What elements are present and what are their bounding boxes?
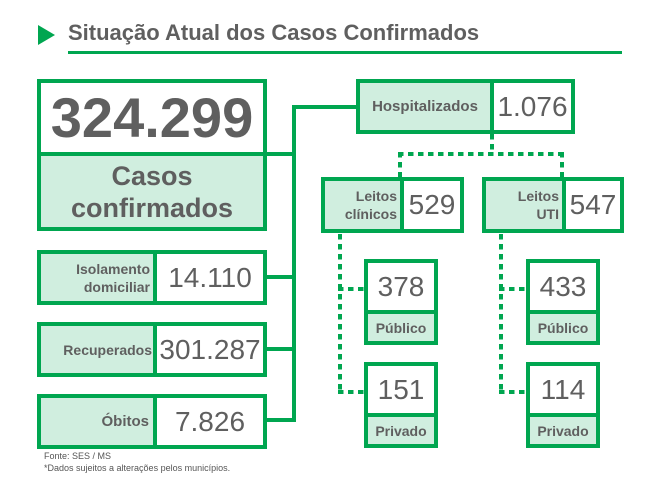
confirmed-label: Casos confirmados (41, 156, 263, 227)
dotted-connector (398, 152, 402, 178)
clinical-beds-label-line1: Leitos (355, 188, 397, 204)
clinical-public-label: Público (368, 314, 434, 341)
clinical-private-card: 151 Privado (364, 362, 438, 448)
dotted-connector (338, 287, 365, 291)
connector-deaths (265, 418, 296, 422)
connector-confirmed (265, 152, 296, 156)
recovered-label: Recuperados (41, 326, 157, 373)
connector-isolation (265, 275, 296, 279)
connector-recovered (265, 347, 296, 351)
icu-beds-label: Leitos UTI (486, 181, 566, 229)
dotted-connector (499, 287, 527, 291)
hospitalized-card: Hospitalizados 1.076 (356, 79, 575, 134)
connector-hospitalized (292, 105, 358, 109)
dotted-connector (338, 390, 365, 394)
hospitalized-value: 1.076 (494, 83, 571, 130)
icu-public-card: 433 Público (526, 259, 600, 345)
clinical-beds-value: 529 (404, 181, 460, 229)
title-underline (68, 51, 622, 54)
recovered-value: 301.287 (157, 326, 263, 373)
dotted-connector (338, 234, 342, 394)
clinical-public-card: 378 Público (364, 259, 438, 345)
dotted-connector (499, 234, 503, 394)
icu-private-value: 114 (530, 366, 596, 417)
isolation-label-line1: Isolamento (76, 260, 150, 277)
deaths-card: Óbitos 7.826 (37, 394, 267, 449)
clinical-private-value: 151 (368, 366, 434, 417)
dotted-connector (490, 134, 494, 154)
clinical-public-value: 378 (368, 263, 434, 314)
icu-beds-value: 547 (566, 181, 620, 229)
confirmed-label-line1: Casos (111, 160, 193, 191)
icu-public-value: 433 (530, 263, 596, 314)
icu-beds-card: Leitos UTI 547 (482, 177, 624, 233)
clinical-beds-label: Leitos clínicos (325, 181, 404, 229)
icu-beds-label-line2: UTI (536, 206, 559, 222)
icu-private-label: Privado (530, 417, 596, 444)
play-triangle-icon (38, 25, 55, 45)
isolation-value: 14.110 (157, 254, 263, 301)
footer-source: Fonte: SES / MS (44, 451, 112, 461)
connector-trunk (292, 105, 296, 422)
icu-public-label: Público (530, 314, 596, 341)
confirmed-label-line2: confirmados (70, 192, 234, 223)
dotted-connector (398, 152, 566, 156)
isolation-label-line2: domiciliar (83, 278, 150, 295)
page-title: Situação Atual dos Casos Confirmados (68, 20, 480, 45)
deaths-label: Óbitos (41, 398, 157, 445)
confirmed-cases-card: 324.299 Casos confirmados (37, 79, 267, 231)
dotted-connector (499, 390, 527, 394)
footer-note: *Dados sujeitos a alterações pelos munic… (44, 463, 231, 473)
hospitalized-label: Hospitalizados (360, 83, 494, 130)
confirmed-value: 324.299 (41, 83, 263, 156)
isolation-card: Isolamento domiciliar 14.110 (37, 250, 267, 305)
dotted-connector (560, 152, 564, 178)
icu-private-card: 114 Privado (526, 362, 600, 448)
clinical-beds-card: Leitos clínicos 529 (321, 177, 464, 233)
icu-beds-label-line1: Leitos (517, 188, 559, 204)
clinical-private-label: Privado (368, 417, 434, 444)
isolation-label: Isolamento domiciliar (41, 254, 157, 301)
clinical-beds-label-line2: clínicos (344, 206, 397, 222)
recovered-card: Recuperados 301.287 (37, 322, 267, 377)
deaths-value: 7.826 (157, 398, 263, 445)
